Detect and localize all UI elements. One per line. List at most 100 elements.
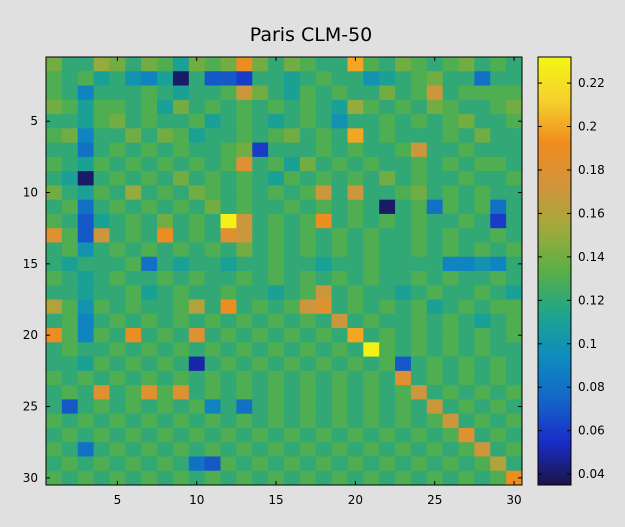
heatmap-cell xyxy=(109,256,126,272)
heatmap-cell xyxy=(268,299,285,315)
heatmap-cell xyxy=(410,370,428,386)
heatmap-cell xyxy=(61,427,79,443)
heatmap-cell xyxy=(204,85,221,101)
heatmap-cell xyxy=(410,413,428,429)
heatmap-cell xyxy=(252,271,269,286)
heatmap-cell xyxy=(61,413,79,429)
heatmap-cell xyxy=(157,370,174,386)
heatmap-cell xyxy=(109,171,126,186)
heatmap-cell xyxy=(442,256,459,272)
heatmap-cell xyxy=(93,456,110,472)
heatmap-cell xyxy=(395,271,412,286)
heatmap-cell xyxy=(506,299,523,315)
heatmap-cell xyxy=(125,328,142,343)
heatmap-cell xyxy=(347,370,364,386)
heatmap-cell xyxy=(188,470,206,486)
heatmap-cell xyxy=(474,413,491,429)
heatmap-cell xyxy=(347,57,364,72)
heatmap-cell xyxy=(315,313,332,329)
heatmap-cell xyxy=(506,399,523,415)
heatmap-cell xyxy=(125,114,142,129)
heatmap-cell xyxy=(284,213,301,229)
heatmap-cell xyxy=(379,256,396,272)
heatmap-cell xyxy=(172,142,190,158)
heatmap-cell xyxy=(506,71,523,86)
heatmap-cell xyxy=(331,156,348,172)
heatmap-cell xyxy=(426,85,444,101)
heatmap-cell xyxy=(284,413,301,429)
heatmap-cell xyxy=(252,342,269,357)
heatmap-cell xyxy=(458,71,475,86)
heatmap-cell xyxy=(490,342,507,357)
heatmap-cell xyxy=(157,442,174,457)
heatmap-cell xyxy=(61,242,79,258)
heatmap-cell xyxy=(410,71,428,86)
heatmap-cell xyxy=(252,370,269,386)
heatmap-cell xyxy=(157,271,174,286)
heatmap-cell xyxy=(426,456,444,472)
heatmap-cell xyxy=(458,256,475,272)
heatmap-cell xyxy=(61,142,79,158)
heatmap-cell xyxy=(506,328,523,343)
heatmap-cell xyxy=(236,228,253,243)
heatmap-cell xyxy=(474,185,491,201)
heatmap-cell xyxy=(347,85,364,101)
heatmap-cell xyxy=(299,413,317,429)
heatmap-cell xyxy=(109,114,126,129)
heatmap-cell xyxy=(141,370,158,386)
heatmap-cell xyxy=(474,114,491,129)
heatmap-cell xyxy=(458,470,475,486)
heatmap-cell xyxy=(506,156,523,172)
heatmap-cell xyxy=(268,456,285,472)
heatmap-cell xyxy=(299,271,317,286)
heatmap-cell xyxy=(426,114,444,129)
heatmap-cell xyxy=(410,242,428,258)
heatmap-cell xyxy=(426,185,444,201)
heatmap-cell xyxy=(109,99,126,115)
heatmap-cell xyxy=(220,299,237,315)
heatmap-cell xyxy=(379,399,396,415)
heatmap-cell xyxy=(46,385,63,400)
heatmap-cell xyxy=(458,185,475,201)
heatmap-cell xyxy=(442,199,459,215)
colorbar-tick-label: 0.22 xyxy=(578,76,605,90)
heatmap-cell xyxy=(363,213,380,229)
heatmap-cell xyxy=(188,71,206,86)
heatmap-cell xyxy=(204,57,221,72)
heatmap-cell xyxy=(347,299,364,315)
heatmap-cell xyxy=(315,356,332,372)
heatmap-cell xyxy=(252,185,269,201)
heatmap-cell xyxy=(93,242,110,258)
heatmap-cell xyxy=(77,57,94,72)
heatmap-cell xyxy=(490,213,507,229)
heatmap-cell xyxy=(46,356,63,372)
heatmap-cell xyxy=(268,242,285,258)
heatmap-cell xyxy=(379,271,396,286)
heatmap-cell xyxy=(188,342,206,357)
heatmap-cell xyxy=(379,285,396,300)
heatmap-cell xyxy=(395,199,412,215)
heatmap-cell xyxy=(268,342,285,357)
heatmap-cell xyxy=(490,456,507,472)
heatmap-cell xyxy=(363,57,380,72)
heatmap-cell xyxy=(46,213,63,229)
heatmap-cell xyxy=(204,427,221,443)
heatmap-cell xyxy=(220,442,237,457)
heatmap-cell xyxy=(268,413,285,429)
heatmap-cell xyxy=(395,242,412,258)
heatmap-cell xyxy=(299,399,317,415)
heatmap-cell xyxy=(61,57,79,72)
heatmap-cell xyxy=(252,99,269,115)
heatmap-cell xyxy=(77,199,94,215)
heatmap-cell xyxy=(379,71,396,86)
heatmap-cell xyxy=(347,99,364,115)
heatmap-cell xyxy=(442,128,459,143)
heatmap-cell xyxy=(506,356,523,372)
heatmap-cell xyxy=(331,370,348,386)
heatmap-cell xyxy=(315,85,332,101)
heatmap-cell xyxy=(506,385,523,400)
heatmap-cell xyxy=(315,213,332,229)
heatmap-cell xyxy=(236,156,253,172)
heatmap-cell xyxy=(252,114,269,129)
heatmap-cell xyxy=(61,313,79,329)
